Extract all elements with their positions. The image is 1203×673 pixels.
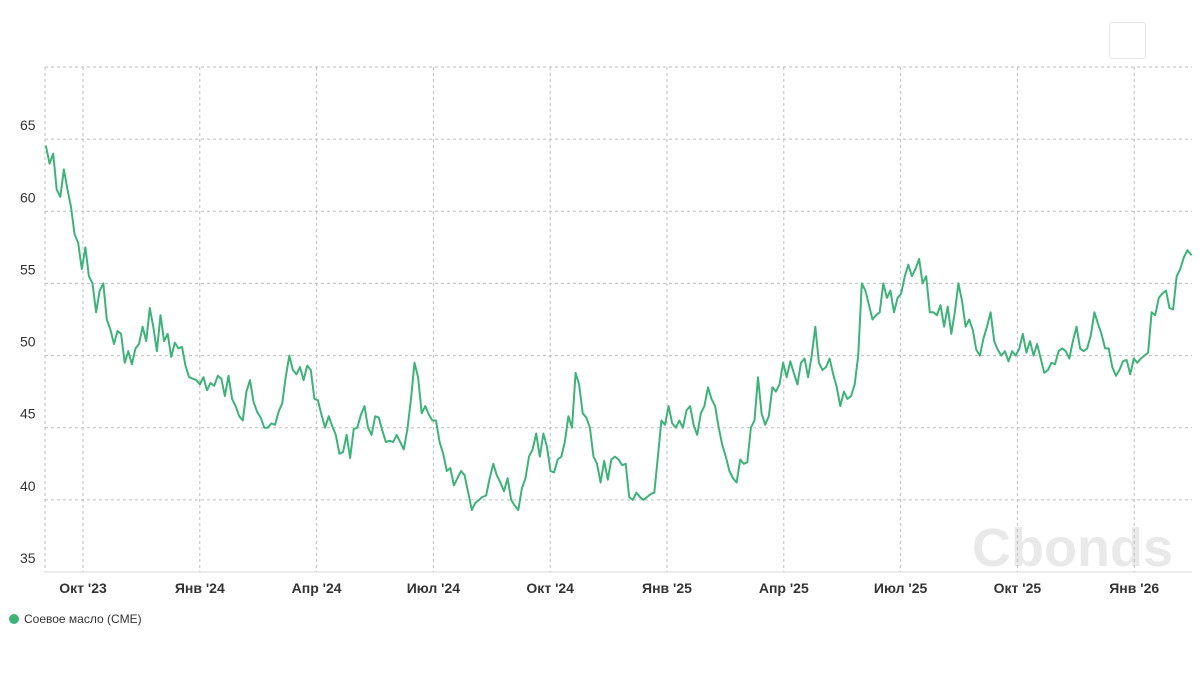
chart-menu-button[interactable] xyxy=(1109,22,1146,59)
x-axis: Окт '23 Янв '24 Апр '24 Июл '24 Окт '24 Янв '… xyxy=(59,580,1159,596)
x-tick-label: Окт '25 xyxy=(994,580,1042,596)
series-line-soybean-oil xyxy=(45,145,1192,511)
legend-label: Соевое масло (CME) xyxy=(24,612,142,626)
x-tick-label: Окт '23 xyxy=(59,580,107,596)
x-tick-label: Апр '25 xyxy=(759,580,809,596)
x-tick-label: Янв '24 xyxy=(175,580,225,596)
x-tick-label: Июл '24 xyxy=(407,580,461,596)
y-tick-label: 45 xyxy=(20,406,36,422)
cbonds-watermark: Cbonds xyxy=(972,518,1173,578)
grid xyxy=(44,66,1192,573)
y-tick-label: 55 xyxy=(20,261,36,277)
legend[interactable]: Соевое масло (CME) xyxy=(9,612,142,626)
y-tick-label: 40 xyxy=(20,478,36,494)
y-tick-label: 50 xyxy=(20,334,36,350)
x-tick-label: Окт '24 xyxy=(526,580,574,596)
y-tick-label: 65 xyxy=(20,117,36,133)
legend-marker xyxy=(9,614,19,624)
x-tick-label: Апр '24 xyxy=(292,580,342,596)
y-tick-label: 35 xyxy=(20,550,36,566)
y-axis: 35 40 45 50 55 60 65 xyxy=(20,117,36,566)
x-tick-label: Янв '25 xyxy=(642,580,692,596)
y-tick-label: 60 xyxy=(20,189,36,205)
x-tick-label: Янв '26 xyxy=(1109,580,1159,596)
x-tick-label: Июл '25 xyxy=(874,580,928,596)
